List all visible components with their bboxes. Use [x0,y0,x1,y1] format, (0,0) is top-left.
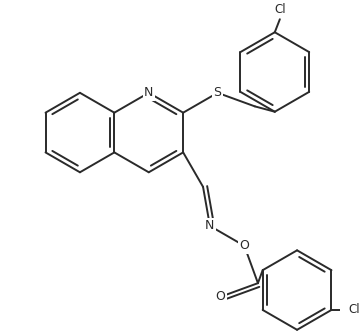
Text: O: O [216,290,226,303]
Text: N: N [205,219,215,232]
Text: N: N [144,86,153,99]
Text: S: S [214,86,222,99]
Text: Cl: Cl [349,303,360,316]
Text: O: O [239,239,249,252]
Text: Cl: Cl [275,3,286,16]
